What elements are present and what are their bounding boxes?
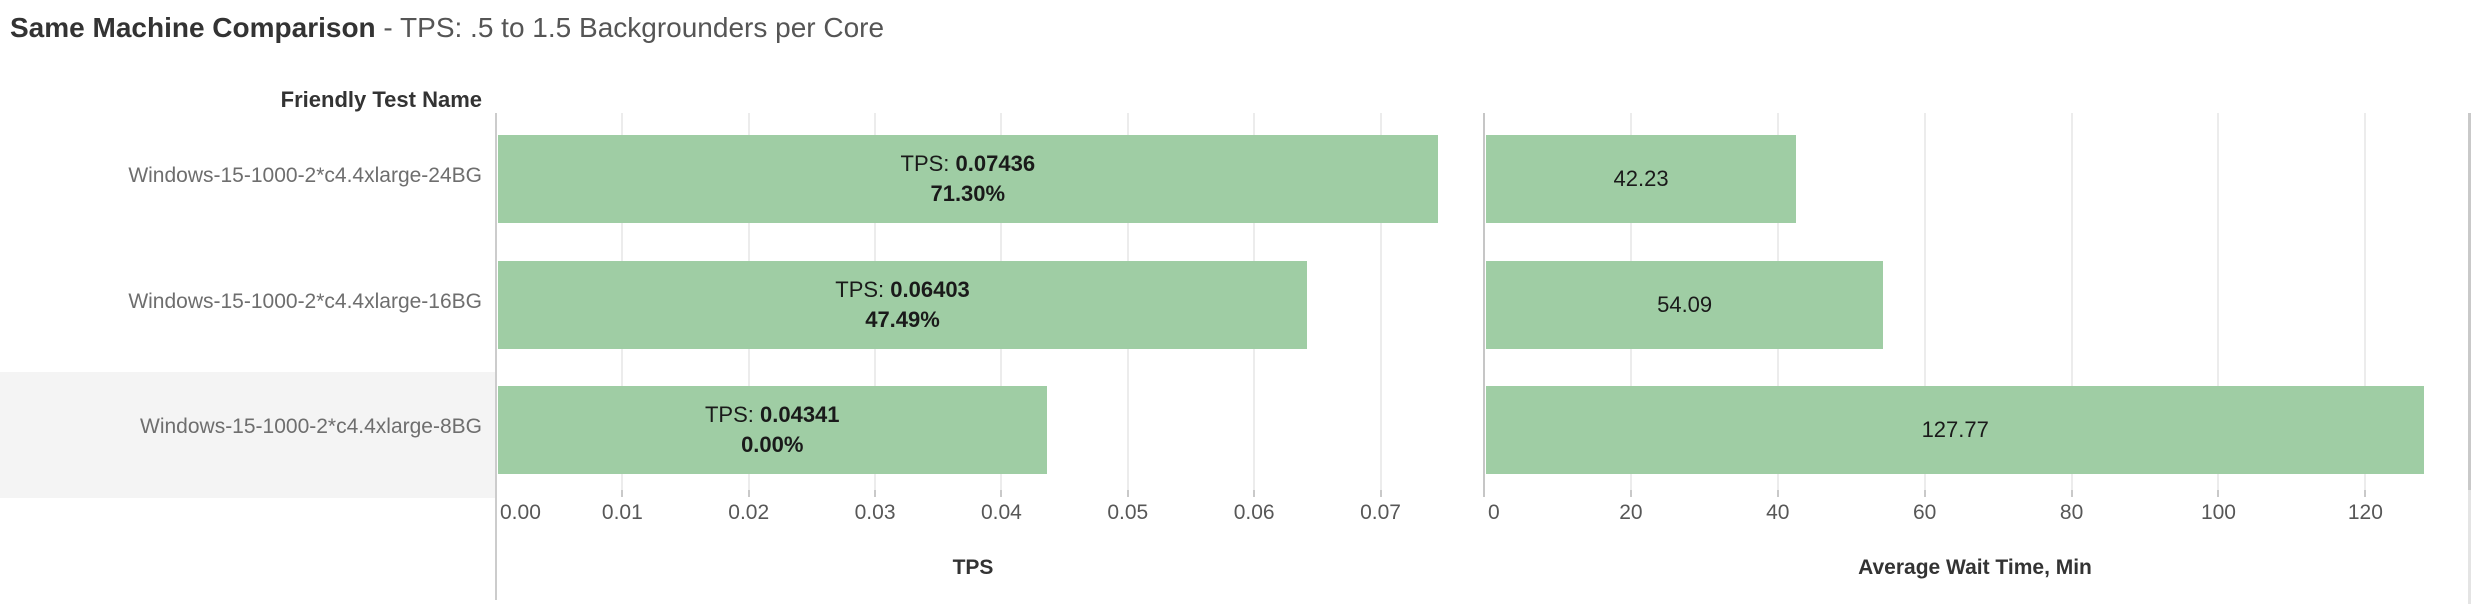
bar-label: TPS: 0.07436 71.30% — [900, 150, 1036, 206]
column-header-friendly-test-name: Friendly Test Name — [280, 87, 482, 112]
wait-time-axis-title: Average Wait Time, Min — [1858, 556, 2092, 579]
axis-tick-label: 0.06 — [1233, 501, 1275, 524]
row-label[interactable]: Windows-15-1000-2*c4.4xlarge-8BG — [140, 415, 482, 439]
axis-tick-label: 80 — [2059, 501, 2084, 524]
axis-tick — [2217, 490, 2220, 497]
axis-tick-label: 40 — [1766, 501, 1790, 524]
axis-tick-label: 0.03 — [854, 501, 896, 524]
axis-tick — [1923, 490, 1926, 497]
bar-label: 54.09 — [1657, 291, 1713, 317]
bar[interactable]: TPS: 0.07436 71.30% — [498, 134, 1438, 223]
axis-tick — [1000, 490, 1003, 497]
axis-tick — [2364, 490, 2367, 497]
axis-tick-label: 120 — [2347, 501, 2383, 524]
axis-tick — [1126, 490, 1129, 497]
bar[interactable]: TPS: 0.04341 0.00% — [498, 386, 1047, 475]
page-title: Same Machine Comparison - TPS: .5 to 1.5… — [10, 12, 884, 44]
axis-tick-label: 0.07 — [1360, 501, 1401, 524]
wait-time-zero-axis-line — [1483, 113, 1485, 497]
axis-tick — [621, 490, 624, 497]
row-highlight-band — [0, 372, 496, 499]
bar-label: 42.23 — [1613, 165, 1669, 191]
row-label[interactable]: Windows-15-1000-2*c4.4xlarge-24BG — [128, 164, 482, 187]
pane-divider-line — [495, 113, 497, 600]
page-title-subtitle: - TPS: .5 to 1.5 Backgrounders per Core — [375, 12, 885, 43]
scrollbar[interactable] — [2468, 113, 2471, 490]
gridline — [2217, 113, 2220, 490]
gridline — [1379, 113, 1382, 490]
row-label[interactable]: Windows-15-1000-2*c4.4xlarge-16BG — [128, 289, 482, 313]
axis-tick — [874, 490, 877, 497]
page-title-main: Same Machine Comparison — [10, 12, 376, 43]
scrollbar-track — [2468, 490, 2471, 604]
bar[interactable]: 42.23 — [1486, 134, 1797, 223]
axis-tick — [747, 490, 750, 497]
axis-tick-label: 60 — [1913, 501, 1937, 524]
gridline — [2364, 113, 2367, 490]
axis-tick-label: 0.00 — [500, 501, 541, 524]
axis-tick — [1253, 490, 1256, 497]
bar-label: TPS: 0.06403 47.49% — [835, 276, 970, 332]
axis-tick — [2070, 490, 2073, 497]
axis-tick-label: 0.05 — [1107, 501, 1149, 524]
axis-tick-label: 0.02 — [728, 501, 770, 524]
tps-plot-area: TPS: 0.07436 71.30% TPS: 0.06403 47.49% TPS:… — [496, 113, 1450, 490]
tps-axis-title: TPS — [952, 556, 994, 579]
axis-tick — [1379, 490, 1382, 497]
gridline — [1923, 113, 1926, 490]
gridline — [2070, 113, 2073, 490]
bar-label: 127.77 — [1921, 417, 1989, 443]
row-label-column: Windows-15-1000-2*c4.4xlarge-24BG Windows… — [0, 113, 496, 499]
wait-time-plot-area: 42.23 54.09 127.77 — [1484, 113, 2466, 490]
axis-tick — [1629, 490, 1632, 497]
axis-tick-label: 20 — [1619, 501, 1643, 524]
bar[interactable]: TPS: 0.06403 47.49% — [498, 260, 1308, 349]
axis-tick-label: 0.04 — [980, 501, 1022, 524]
axis-tick-label: 100 — [2200, 501, 2236, 524]
axis-tick-label: 0.01 — [601, 501, 643, 524]
bar[interactable]: 54.09 — [1486, 260, 1884, 349]
axis-tick-label: 0 — [1488, 501, 1500, 524]
bar[interactable]: 127.77 — [1486, 386, 2425, 475]
tps-chart: TPS: 0.07436 71.30% TPS: 0.06403 47.49% TPS:… — [495, 113, 1450, 604]
bar-label: TPS: 0.04341 0.00% — [704, 402, 840, 458]
axis-tick — [1776, 490, 1779, 497]
wait-time-chart: 42.23 54.09 127.77 Average Wait Time, Min … — [1483, 113, 2466, 604]
